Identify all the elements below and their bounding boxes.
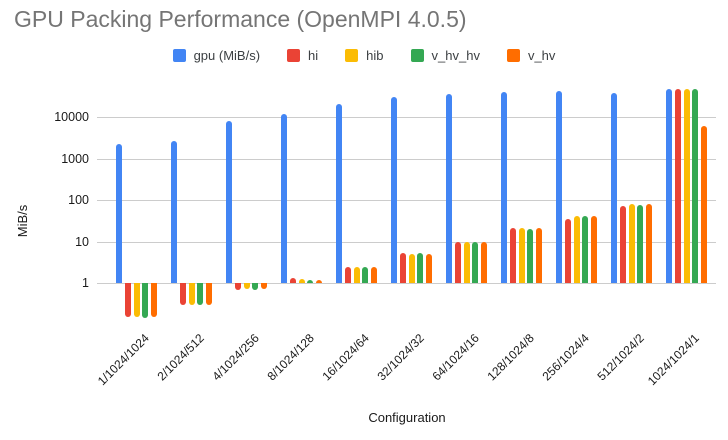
bar-gpu-mib-s-[interactable]: [225, 121, 232, 283]
bar-v-hv[interactable]: [426, 253, 433, 283]
bar-v-hv[interactable]: [646, 203, 653, 283]
bar-hib[interactable]: [188, 283, 195, 305]
bar-v-hv[interactable]: [481, 241, 488, 283]
bar-v-hv[interactable]: [206, 283, 213, 305]
bar-v-hv-hv[interactable]: [637, 205, 644, 283]
gridline: [97, 200, 716, 201]
bar-hib[interactable]: [298, 278, 305, 283]
bar-v-hv-hv[interactable]: [582, 216, 589, 283]
bar-hib[interactable]: [628, 204, 635, 283]
bar-v-hv-hv[interactable]: [252, 283, 259, 290]
bar-hi[interactable]: [234, 283, 241, 290]
legend-item-v-hv[interactable]: v_hv: [506, 48, 556, 63]
bar-gpu-mib-s-[interactable]: [610, 92, 617, 283]
y-tick-label: 100: [68, 193, 89, 207]
bar-hib[interactable]: [353, 267, 360, 283]
legend-label: hi: [308, 48, 319, 63]
gridline: [97, 117, 716, 118]
bar-v-hv[interactable]: [261, 283, 268, 290]
chart-title: GPU Packing Performance (OpenMPI 4.0.5): [14, 6, 467, 32]
legend-swatch-icon: [345, 49, 359, 62]
bar-gpu-mib-s-[interactable]: [445, 93, 452, 283]
bar-v-hv[interactable]: [371, 267, 378, 283]
legend-swatch-icon: [172, 49, 186, 62]
legend-swatch-icon: [506, 49, 520, 62]
legend-label: hib: [366, 48, 384, 63]
bar-hi[interactable]: [399, 253, 406, 283]
bar-v-hv-hv[interactable]: [142, 283, 149, 319]
bar-hib[interactable]: [463, 241, 470, 283]
bar-v-hv-hv[interactable]: [307, 279, 314, 283]
bar-v-hv[interactable]: [536, 228, 543, 283]
bar-v-hv-hv[interactable]: [527, 229, 534, 283]
bar-v-hv-hv[interactable]: [362, 267, 369, 283]
bar-gpu-mib-s-[interactable]: [665, 89, 672, 283]
bar-gpu-mib-s-[interactable]: [500, 92, 507, 283]
gridline: [97, 158, 716, 160]
gridline: [97, 283, 716, 284]
y-tick-label: 1: [82, 276, 89, 290]
bar-v-hv[interactable]: [316, 279, 323, 283]
bar-hi[interactable]: [509, 228, 516, 283]
x-axis-title: Configuration: [368, 410, 446, 425]
bar-hi[interactable]: [564, 218, 571, 283]
legend-label: v_hv: [527, 48, 556, 63]
y-tick-label: 1000: [61, 151, 89, 166]
bar-hi[interactable]: [674, 88, 681, 283]
gridline: [97, 241, 716, 243]
bar-v-hv-hv[interactable]: [197, 283, 204, 306]
bar-v-hv[interactable]: [151, 283, 158, 318]
y-tick-label: 10: [75, 234, 89, 249]
bar-hib[interactable]: [133, 283, 140, 318]
bar-gpu-mib-s-[interactable]: [335, 103, 342, 283]
bar-hib[interactable]: [408, 254, 415, 283]
bar-hi[interactable]: [179, 283, 186, 305]
bar-v-hv-hv[interactable]: [692, 88, 699, 283]
bar-hib[interactable]: [243, 283, 250, 290]
legend-label: v_hv_hv: [431, 48, 480, 63]
legend-item-hi[interactable]: hi: [287, 48, 318, 63]
bar-gpu-mib-s-[interactable]: [115, 144, 122, 283]
y-tick-label: 10000: [54, 110, 89, 124]
legend-swatch-icon: [410, 49, 424, 62]
chart-legend: gpu (MiB/s) hi hib v_hv_hv v_hv: [0, 48, 728, 63]
bar-gpu-mib-s-[interactable]: [390, 97, 397, 283]
bar-hi[interactable]: [344, 267, 351, 283]
bar-v-hv[interactable]: [701, 125, 708, 283]
bar-gpu-mib-s-[interactable]: [555, 91, 562, 283]
bar-hib[interactable]: [518, 228, 525, 283]
legend-item-v-hv-hv[interactable]: v_hv_hv: [410, 48, 480, 63]
bar-gpu-mib-s-[interactable]: [280, 113, 287, 283]
bar-hi[interactable]: [619, 205, 626, 283]
bar-v-hv-hv[interactable]: [417, 253, 424, 283]
legend-label: gpu (MiB/s): [193, 48, 261, 63]
bar-hi[interactable]: [289, 278, 296, 283]
bar-hib[interactable]: [683, 89, 690, 283]
legend-item-hib[interactable]: hib: [345, 48, 384, 63]
legend-item-gpu-mib-s-[interactable]: gpu (MiB/s): [172, 48, 261, 63]
bar-hi[interactable]: [124, 283, 131, 318]
bar-v-hv-hv[interactable]: [472, 241, 479, 283]
bar-hi[interactable]: [454, 241, 461, 283]
legend-swatch-icon: [287, 49, 301, 62]
bar-hib[interactable]: [573, 216, 580, 283]
bar-v-hv[interactable]: [591, 216, 598, 283]
bar-gpu-mib-s-[interactable]: [170, 141, 177, 283]
